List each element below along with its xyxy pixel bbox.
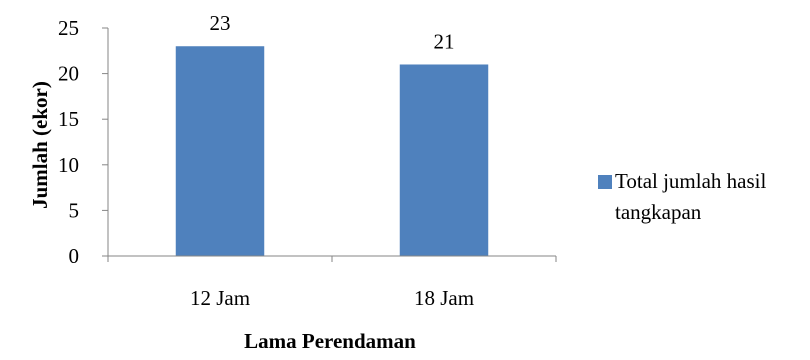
y-tick-label: 20	[58, 62, 79, 86]
legend: Total jumlah hasil tangkapan	[598, 169, 767, 224]
y-tick-label: 25	[58, 16, 79, 40]
bar	[399, 64, 489, 256]
x-axis-title: Lama Perendaman	[244, 329, 416, 353]
y-tick-label: 0	[69, 244, 80, 268]
legend-label-line-2: tangkapan	[615, 200, 702, 224]
data-label: 21	[434, 29, 455, 53]
bar	[175, 46, 265, 256]
data-label: 23	[210, 11, 231, 35]
y-tick-label: 15	[58, 107, 79, 131]
y-axis-title: Jumlah (ekor)	[28, 81, 52, 209]
y-tick-label: 10	[58, 153, 79, 177]
x-category-label: 12 Jam	[190, 286, 250, 310]
x-category-label: 18 Jam	[414, 286, 474, 310]
legend-swatch	[598, 175, 612, 189]
y-tick-label: 5	[69, 198, 80, 222]
legend-label-line-1: Total jumlah hasil	[615, 169, 767, 193]
